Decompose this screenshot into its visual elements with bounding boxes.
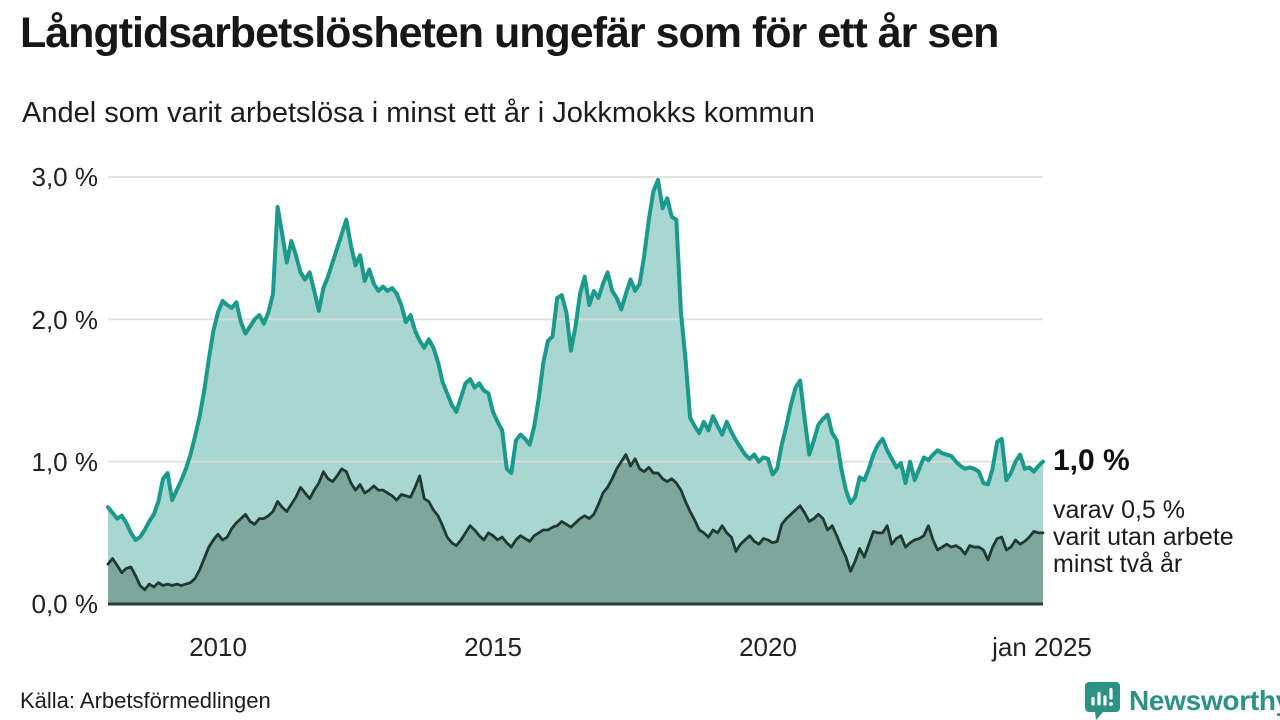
y-axis-tick-2: 2,0 %	[31, 305, 99, 335]
newsworthy-logo-icon	[1085, 682, 1120, 720]
brand-wordmark: Newsworthy	[1129, 684, 1280, 716]
source-attribution: Källa: Arbetsförmedlingen	[20, 688, 271, 713]
y-axis-tick-1: 1,0 %	[31, 447, 99, 477]
chart-subtitle: Andel som varit arbetslösa i minst ett å…	[22, 97, 815, 129]
x-axis-tick-jan-2025: jan 2025	[992, 632, 1092, 662]
line-one-year	[106, 177, 1045, 542]
y-axis-tick-3: 3,0 %	[31, 162, 99, 192]
x-axis-tick-2015: 2015	[464, 632, 522, 662]
x-axis-tick-2010: 2010	[189, 632, 247, 662]
series-end-value-label: 1,0 %	[1053, 444, 1130, 477]
page-title: Långtidsarbetslösheten ungefär som för e…	[20, 9, 999, 57]
series-end-annotation: varav 0,5 % varit utan arbete minst två …	[1053, 496, 1234, 578]
y-axis-tick-0: 0,0 %	[31, 589, 99, 619]
area-fill-two-years	[108, 454, 1043, 604]
x-axis-tick-2020: 2020	[739, 632, 797, 662]
line-two-years	[106, 453, 1045, 592]
brand-logo: Newsworthy	[1084, 681, 1280, 720]
